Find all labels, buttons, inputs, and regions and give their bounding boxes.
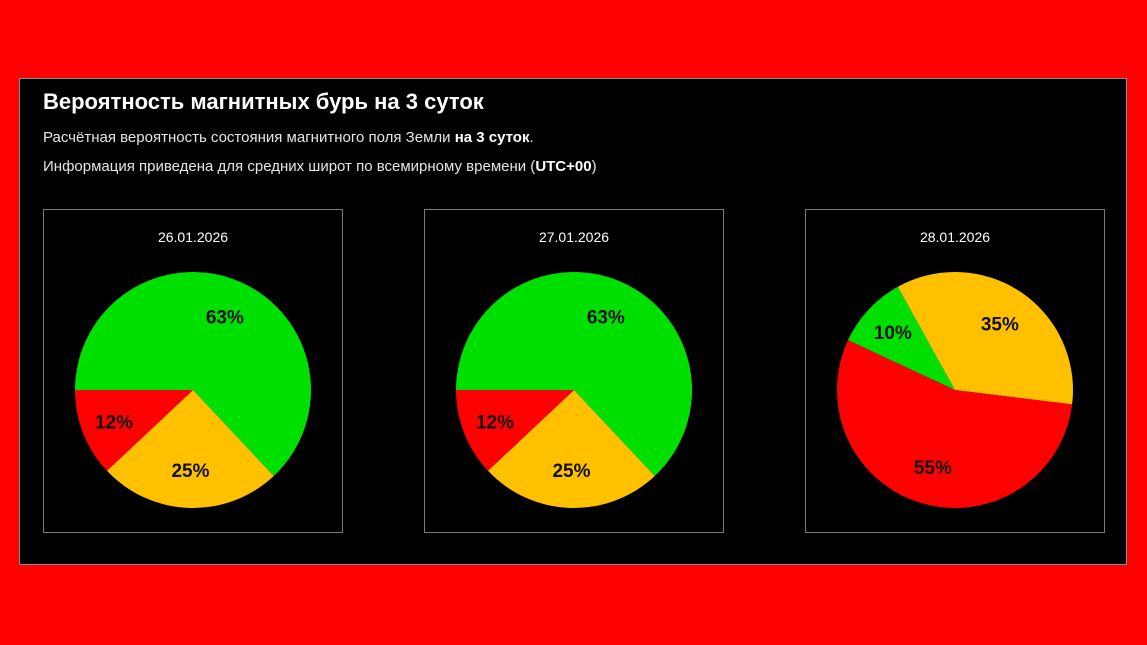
pie-chart: 10% 35% 55% bbox=[837, 272, 1073, 508]
pie-chart: 63% 25% 12% bbox=[456, 272, 692, 508]
pie-slice-35pct bbox=[897, 272, 1073, 405]
card-date: 28.01.2026 bbox=[919, 229, 991, 245]
forecast-card-day-1: 26.01.2026 63% 25% 12% bbox=[43, 209, 343, 533]
description-line-1: Расчётная вероятность состояния магнитно… bbox=[43, 129, 534, 146]
forecast-panel: Вероятность магнитных бурь на 3 суток Ра… bbox=[19, 78, 1127, 565]
pie-slice-12pct bbox=[456, 390, 574, 471]
description-line-1-end: . bbox=[529, 129, 534, 146]
forecast-card-day-3: 28.01.2026 10% 35% 55% bbox=[805, 209, 1105, 533]
pie-slice-label: 63% bbox=[206, 307, 244, 328]
card-date: 27.01.2026 bbox=[538, 229, 610, 245]
description-line-2-text: Информация приведена для средних широт п… bbox=[43, 158, 536, 175]
description-line-1-bold: на 3 суток bbox=[454, 129, 530, 146]
pie-slice-label: 63% bbox=[587, 307, 625, 328]
pie-slice-63pct bbox=[456, 272, 692, 477]
pie-slice-25pct bbox=[106, 390, 274, 508]
pie-slice-label: 25% bbox=[552, 461, 590, 482]
card-date: 26.01.2026 bbox=[157, 229, 229, 245]
pie-slice-55pct bbox=[837, 340, 1073, 508]
description-line-2-bold: UTC+00 bbox=[535, 158, 592, 175]
pie-slice-label: 25% bbox=[171, 461, 209, 482]
description-line-1-text: Расчётная вероятность состояния магнитно… bbox=[43, 129, 455, 146]
pie-slice-label: 35% bbox=[981, 314, 1019, 335]
pie-slice-25pct bbox=[487, 390, 655, 508]
description-line-2: Информация приведена для средних широт п… bbox=[43, 158, 597, 175]
pie-slice-label: 10% bbox=[874, 323, 912, 344]
pie-slice-10pct bbox=[848, 286, 955, 390]
pie-slice-63pct bbox=[75, 272, 311, 477]
forecast-card-day-2: 27.01.2026 63% 25% 12% bbox=[424, 209, 724, 533]
description-line-2-end: ) bbox=[591, 158, 597, 175]
pie-slice-label: 12% bbox=[95, 412, 133, 433]
pie-chart: 63% 25% 12% bbox=[75, 272, 311, 508]
pie-slice-label: 55% bbox=[914, 458, 952, 479]
pie-slice-12pct bbox=[75, 390, 193, 471]
page-title: Вероятность магнитных бурь на 3 суток bbox=[43, 89, 484, 114]
pie-slice-label: 12% bbox=[476, 412, 514, 433]
